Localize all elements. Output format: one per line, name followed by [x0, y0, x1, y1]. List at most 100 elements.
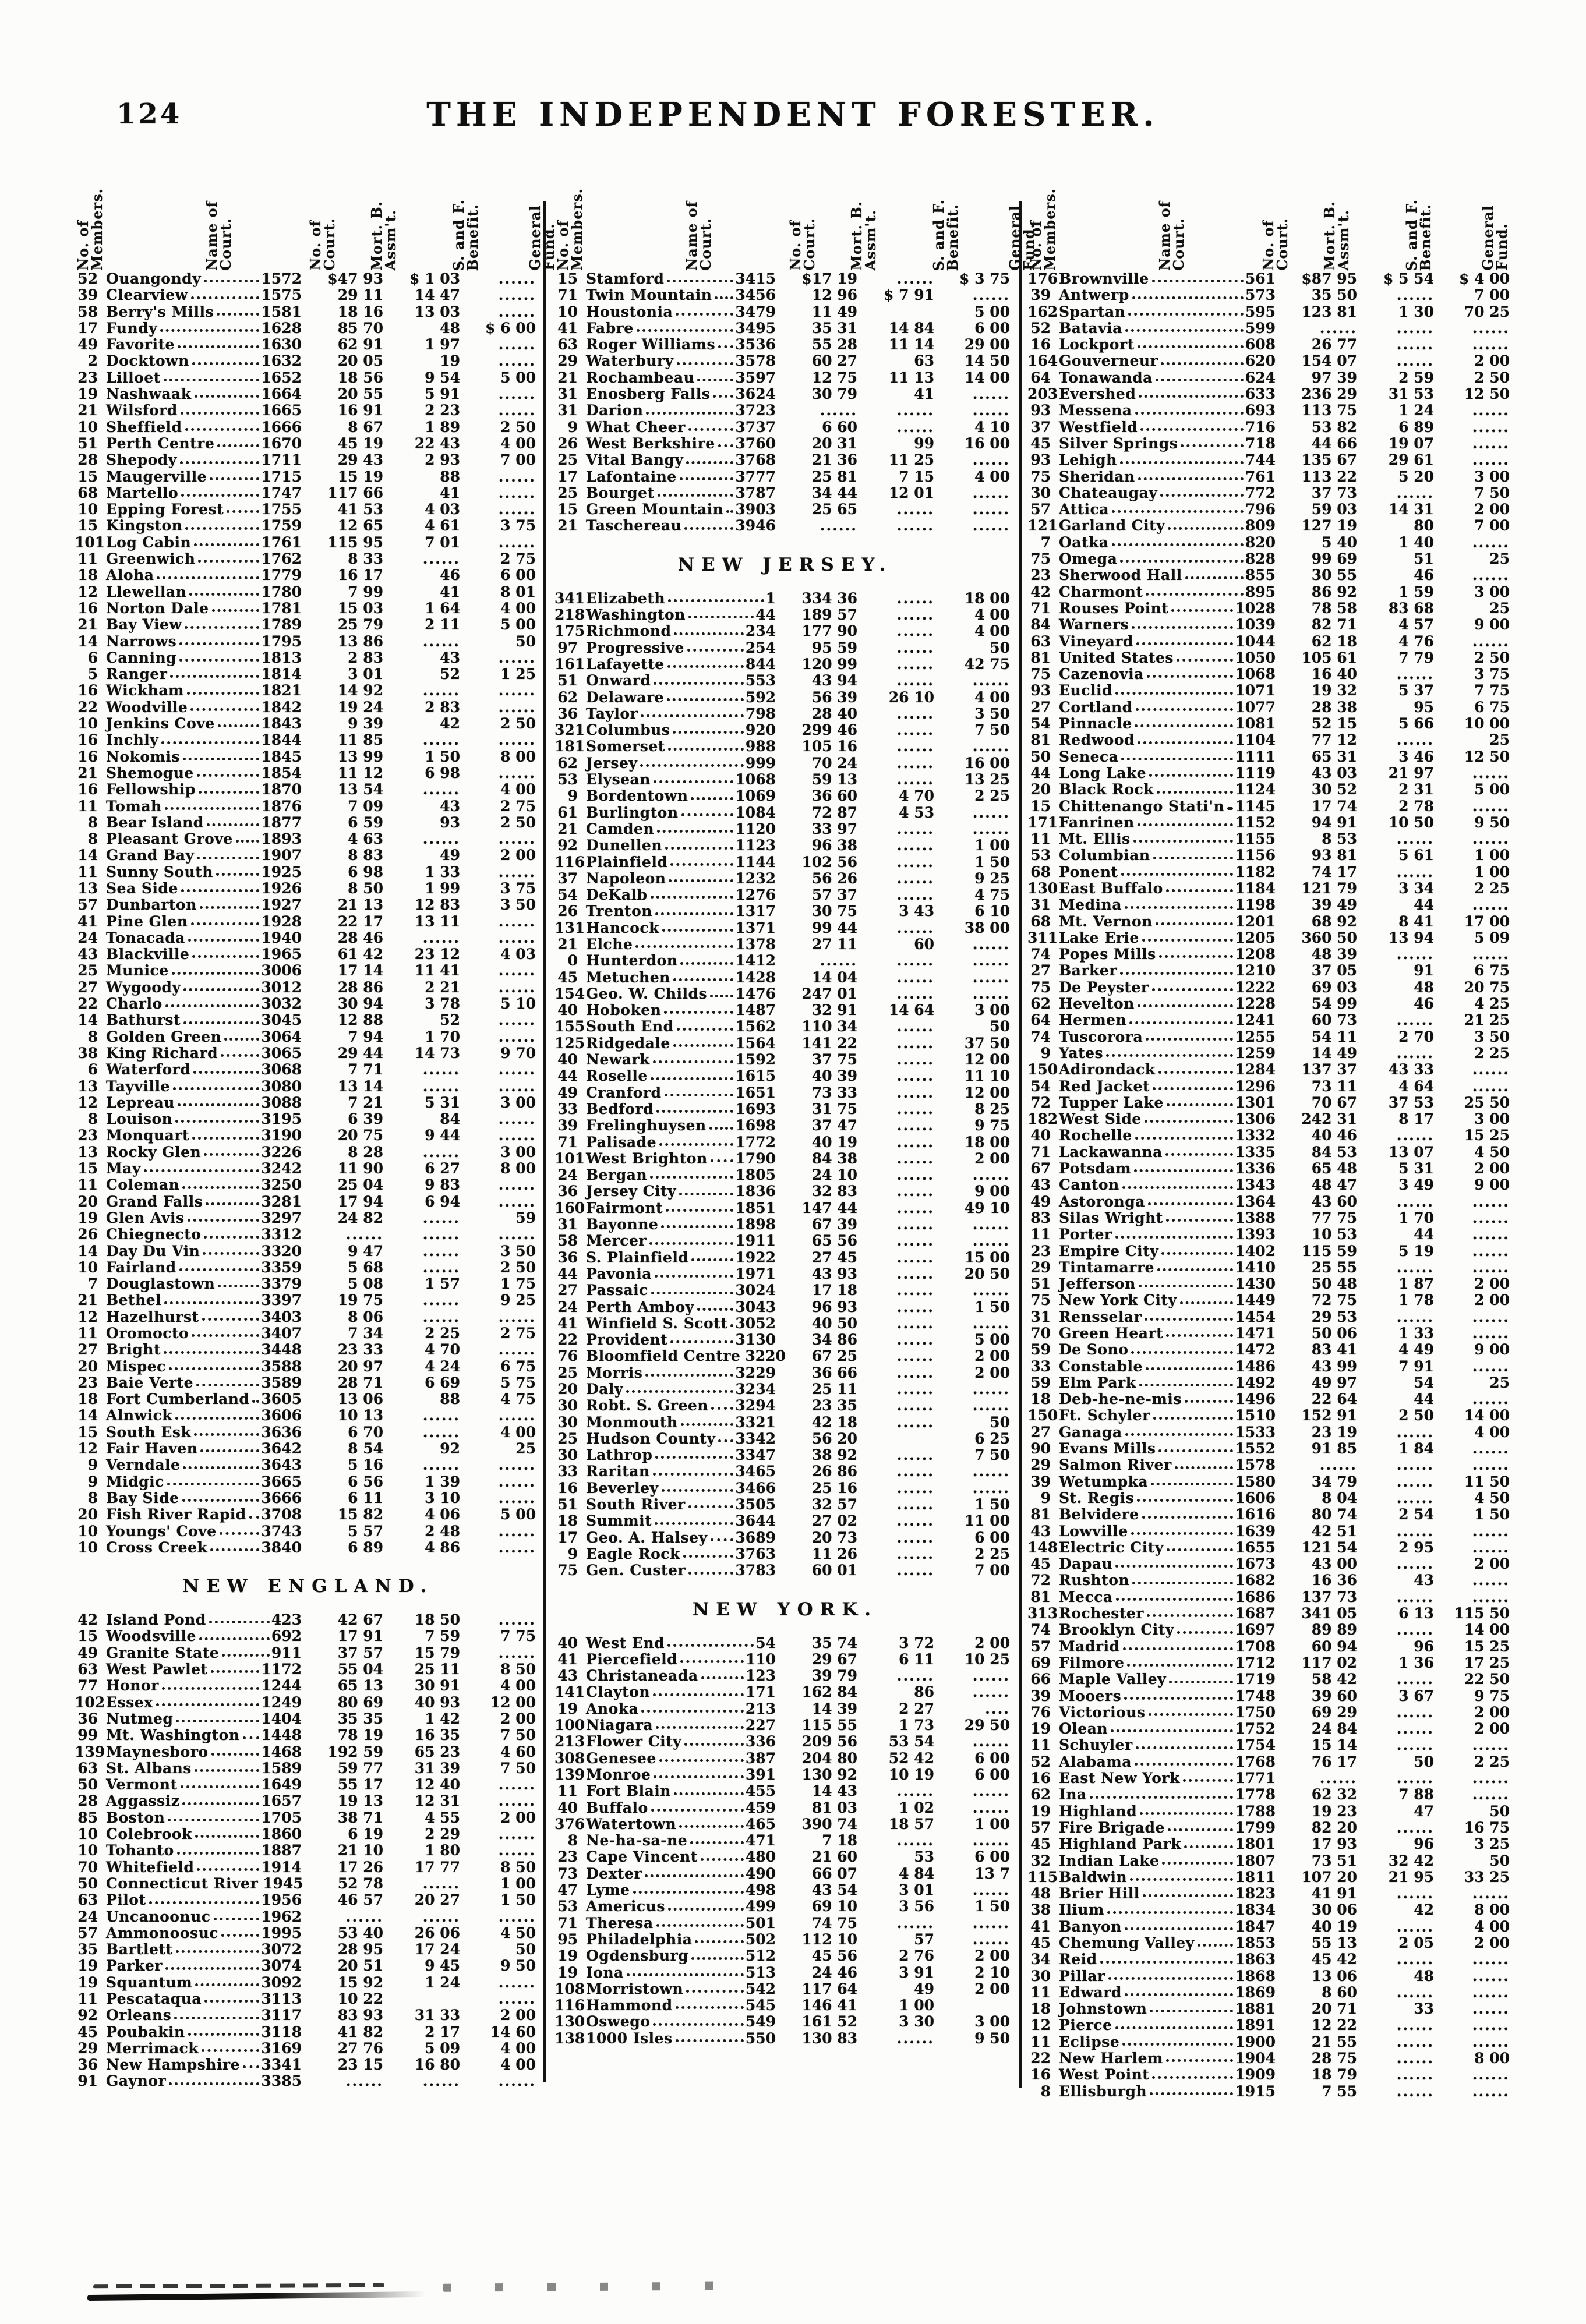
- cell-general-fund: 3 50: [500, 896, 536, 914]
- cell-general-fund: ......: [1472, 1983, 1510, 2001]
- cell-members: 15: [77, 1160, 98, 1177]
- dot-leader: [700, 1858, 744, 1861]
- cell-court-number: 123: [745, 1667, 776, 1685]
- cell-sf-benefit: 7 01: [425, 533, 460, 551]
- dot-leader: [149, 1901, 260, 1904]
- cell-name-block: Honor 1244: [106, 1678, 302, 1695]
- court-name: Norton Dale: [106, 599, 209, 617]
- cell-sf-benefit: ......: [1396, 863, 1434, 880]
- cell-court-number: 3072: [261, 1941, 302, 1958]
- table-row: 16 West Point 1909 18 79............: [1027, 2067, 1516, 2084]
- cell-mort-assessment: 20 05: [337, 352, 383, 370]
- dot-leader: [161, 1686, 260, 1690]
- table-row: 176 Brownville 561 $87 95 $ 5 54 $ 4 00: [1027, 270, 1516, 287]
- table-row: 42 Charmont 895 86 92 1 59 3 00: [1027, 583, 1516, 600]
- cell-members: 6: [87, 649, 98, 666]
- table-row: 85 Boston 1705 38 71 4 55 2 00: [75, 1809, 542, 1826]
- cell-mort-assessment: 117 02: [1301, 1654, 1357, 1671]
- table-row: 17 Geo. A. Halsey 3689 20 73...... 6 00: [554, 1529, 1016, 1546]
- court-name: Stamford: [586, 270, 665, 287]
- cell-name-block: Highland 1788: [1059, 1803, 1276, 1820]
- court-name: Enosberg Falls: [586, 385, 711, 403]
- cell-court-number: 3043: [735, 1298, 776, 1315]
- cell-general-fund: ......: [498, 698, 536, 716]
- table-row: 313 Rochester 1687 341 05 6 13 115 50: [1027, 1605, 1516, 1622]
- dot-leader: [652, 1472, 734, 1476]
- cell-name-block: Waterbury 3578: [586, 353, 776, 370]
- cell-members: 162: [1027, 303, 1058, 320]
- court-name: Constable: [1059, 1357, 1143, 1375]
- cell-sf-benefit: 2 25: [425, 1325, 460, 1342]
- cell-court-number: 1842: [261, 698, 302, 716]
- cell-name-block: Pilot 1956: [106, 1891, 302, 1908]
- cell-sf-benefit: 88: [440, 468, 460, 485]
- cell-mort-assessment: 299 46: [801, 721, 857, 739]
- cell-general-fund: 8 00: [1474, 1901, 1510, 1919]
- cell-court-number: 3234: [735, 1381, 776, 1398]
- dot-leader: [188, 939, 260, 942]
- cell-court-number: 692: [271, 1628, 302, 1645]
- dot-leader: [654, 1275, 734, 1278]
- cell-mort-assessment: 105 16: [801, 738, 857, 755]
- cell-mort-assessment: 59 77: [337, 1759, 383, 1777]
- cell-members: 176: [1027, 270, 1058, 287]
- cell-members: 23: [557, 1848, 578, 1866]
- cell-court-number: 3407: [261, 1325, 302, 1342]
- cell-general-fund: 2 00: [974, 1980, 1010, 1997]
- court-name: Schuyler: [1059, 1736, 1133, 1754]
- cell-name-block: Darion 3723: [586, 402, 776, 419]
- court-name: Nashwaak: [106, 385, 192, 403]
- dot-leader: [718, 444, 734, 448]
- dot-leader: [199, 905, 260, 909]
- cell-mort-assessment: 6 19: [348, 1826, 383, 1843]
- table-row: 138 1000 Isles 550 130 83...... 9 50: [554, 2030, 1016, 2047]
- cell-general-fund: 15 25: [1464, 1127, 1510, 1144]
- table-row: 9 Bordentown 1069 36 60 4 70 2 25: [554, 788, 1016, 805]
- table-row: 23 Sherwood Hall 855 30 55 46......: [1027, 567, 1516, 584]
- cell-general-fund: 4 50: [1474, 1489, 1510, 1506]
- cell-mort-assessment: 20 73: [811, 1529, 857, 1546]
- court-name: Mercer: [586, 1232, 647, 1250]
- cell-name-block: Fort Cumberland 3605: [106, 1391, 302, 1407]
- dot-leader: [662, 928, 734, 932]
- table-row: 41 Winfield S. Scott 3052 40 50............: [554, 1315, 1016, 1332]
- court-name: Fairmont: [586, 1199, 663, 1216]
- cell-members: 51: [557, 672, 578, 689]
- cell-mort-assessment: 34 44: [811, 484, 857, 501]
- cell-sf-benefit: 33: [1414, 2000, 1434, 2018]
- dot-leader: [183, 1466, 260, 1469]
- cell-members: 75: [557, 1562, 578, 1579]
- court-name: Jenkins Cove: [106, 715, 215, 733]
- cell-sf-benefit: 11 25: [888, 451, 934, 469]
- cell-members: 45: [77, 2023, 98, 2040]
- dot-leader: [669, 879, 734, 883]
- cell-sf-benefit: 1 99: [425, 879, 460, 897]
- dot-leader: [653, 780, 734, 784]
- cell-name-block: Ponent 1182: [1059, 864, 1276, 880]
- cell-members: 70: [77, 1858, 98, 1876]
- cell-court-number: 1914: [261, 1858, 302, 1876]
- cell-court-number: 3636: [261, 1423, 302, 1441]
- cell-members: 11: [557, 1782, 578, 1800]
- cell-mort-assessment: 28 38: [1311, 698, 1357, 716]
- dot-leader: [1152, 2075, 1234, 2079]
- dot-leader: [1115, 1598, 1234, 1601]
- cell-general-fund: 5 75: [500, 1374, 536, 1391]
- cell-sf-benefit: 2 23: [425, 402, 460, 419]
- court-name: Tuscorora: [1059, 1028, 1143, 1045]
- dot-leader: [1137, 823, 1234, 827]
- table-row: 12 Hazelhurst 3403 8 06............: [75, 1308, 542, 1325]
- table-row: 50 Vermont 1649 55 17 12 40......: [75, 1776, 542, 1793]
- cell-general-fund: ......: [498, 1489, 536, 1506]
- cell-general-fund: 13 25: [964, 771, 1010, 788]
- cell-sf-benefit: 4 57: [1398, 616, 1434, 634]
- court-name: Red Jacket: [1059, 1077, 1150, 1095]
- dot-leader: [670, 1340, 734, 1344]
- cell-mort-assessment: 115 95: [327, 533, 383, 551]
- table-row: 308 Genesee 387 204 80 52 42 6 00: [554, 1750, 1016, 1767]
- cell-general-fund: ......: [498, 929, 536, 946]
- cell-members: 39: [77, 286, 98, 304]
- court-name: Canning: [106, 649, 177, 666]
- cell-members: 97: [557, 639, 578, 656]
- cell-court-number: 1111: [1235, 748, 1276, 765]
